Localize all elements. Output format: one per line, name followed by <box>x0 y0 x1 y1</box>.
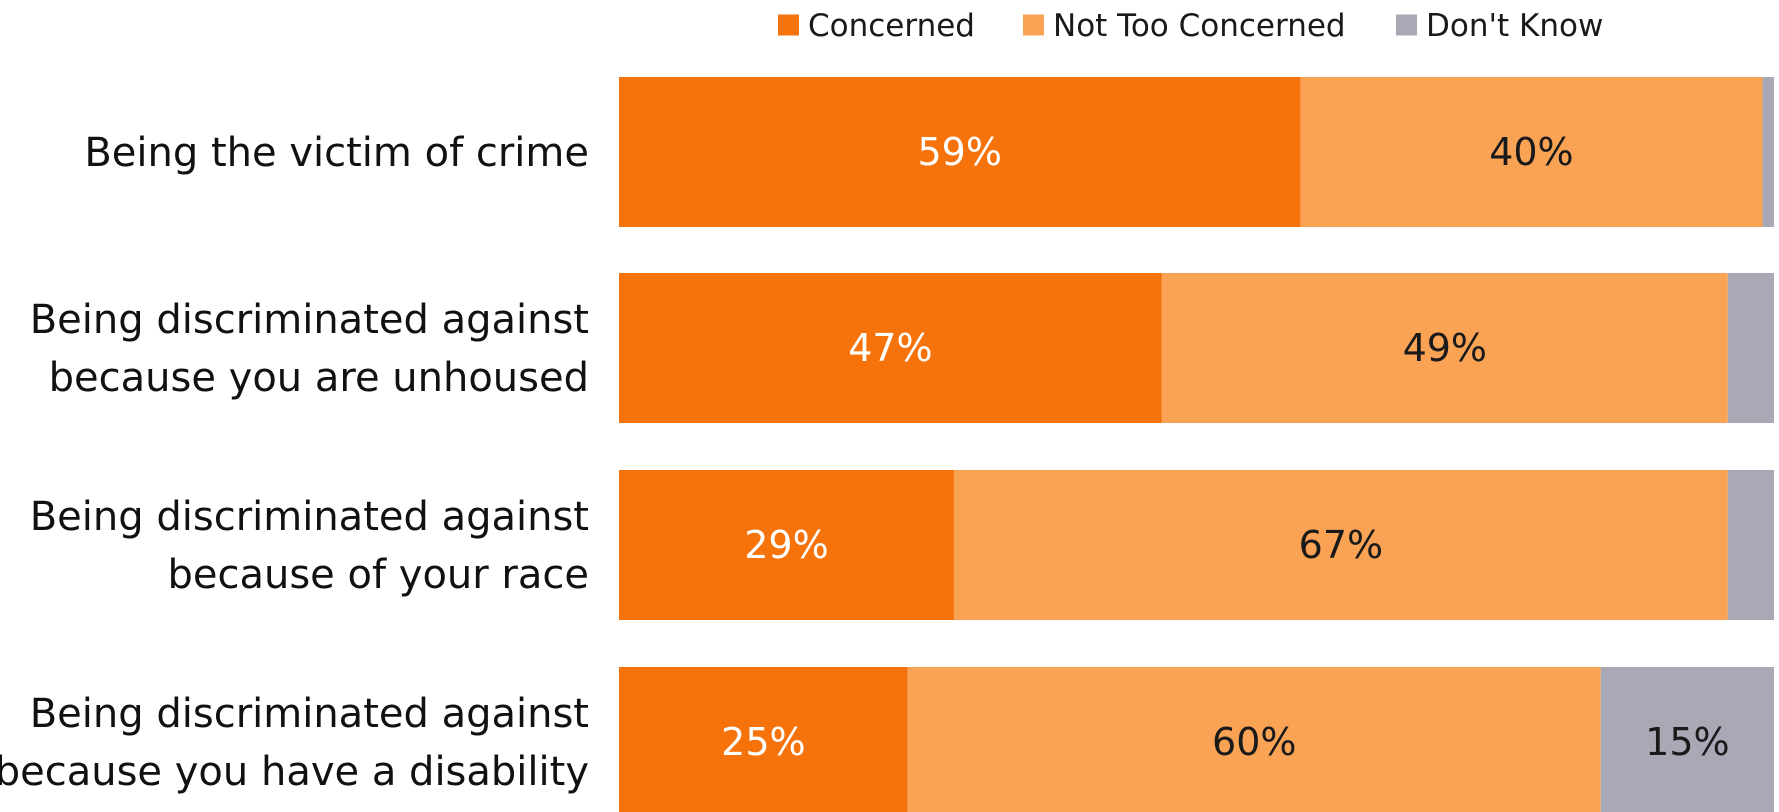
data-label-concerned: 59% <box>917 130 1001 174</box>
data-label-not-too-concerned: 60% <box>1212 720 1296 764</box>
chart-legend: Concerned Not Too Concerned Don't Know <box>778 8 1603 44</box>
legend-item-don-t-know: Don't Know <box>1396 8 1603 44</box>
data-label-not-too-concerned: 49% <box>1403 326 1487 370</box>
category-label: Being discriminated against <box>30 494 589 540</box>
bar-concerned <box>619 470 954 620</box>
legend-label-don-t-know: Don't Know <box>1426 8 1603 44</box>
category-labels: Being the victim of crime Being discrimin… <box>0 130 589 795</box>
legend-label-concerned: Concerned <box>808 8 975 44</box>
bar-not-too-concerned <box>953 470 1728 620</box>
legend-swatch-concerned <box>778 14 799 36</box>
bar-concerned <box>619 667 908 812</box>
data-label-don-t-know: 15% <box>1645 720 1729 764</box>
bar-not-too-concerned <box>907 667 1601 812</box>
data-label-not-too-concerned: 40% <box>1489 130 1573 174</box>
bar-not-too-concerned <box>1300 77 1763 227</box>
legend-item-not-too-concerned: Not Too Concerned <box>1023 8 1346 44</box>
category-label: Being discriminated against <box>30 691 589 737</box>
data-label-concerned: 47% <box>848 326 932 370</box>
bar-concerned <box>619 77 1301 227</box>
legend-label-not-too-concerned: Not Too Concerned <box>1053 8 1346 44</box>
legend-swatch-not-too-concerned <box>1023 14 1044 36</box>
data-label-concerned: 25% <box>721 720 805 764</box>
bar-don-t-know <box>1762 77 1774 227</box>
value-labels: 59% 40% 47% 49% 29% 67% 25% 60% 15% <box>721 130 1729 764</box>
category-label: Being the victim of crime <box>84 130 589 176</box>
category-label: because of your race <box>167 552 589 598</box>
bar-don-t-know <box>1600 667 1774 812</box>
legend-swatch-don-t-know <box>1396 14 1417 36</box>
bar-group <box>619 77 1774 812</box>
category-label: Being discriminated against <box>30 297 589 343</box>
data-label-not-too-concerned: 67% <box>1299 523 1383 567</box>
bar-don-t-know <box>1727 470 1774 620</box>
data-label-concerned: 29% <box>744 523 828 567</box>
category-label: because you have a disability <box>0 749 589 795</box>
legend-item-concerned: Concerned <box>778 8 975 44</box>
bar-don-t-know <box>1727 273 1774 423</box>
category-label: because you are unhoused <box>49 355 589 401</box>
bar-concerned <box>619 273 1162 423</box>
bar-not-too-concerned <box>1161 273 1728 423</box>
